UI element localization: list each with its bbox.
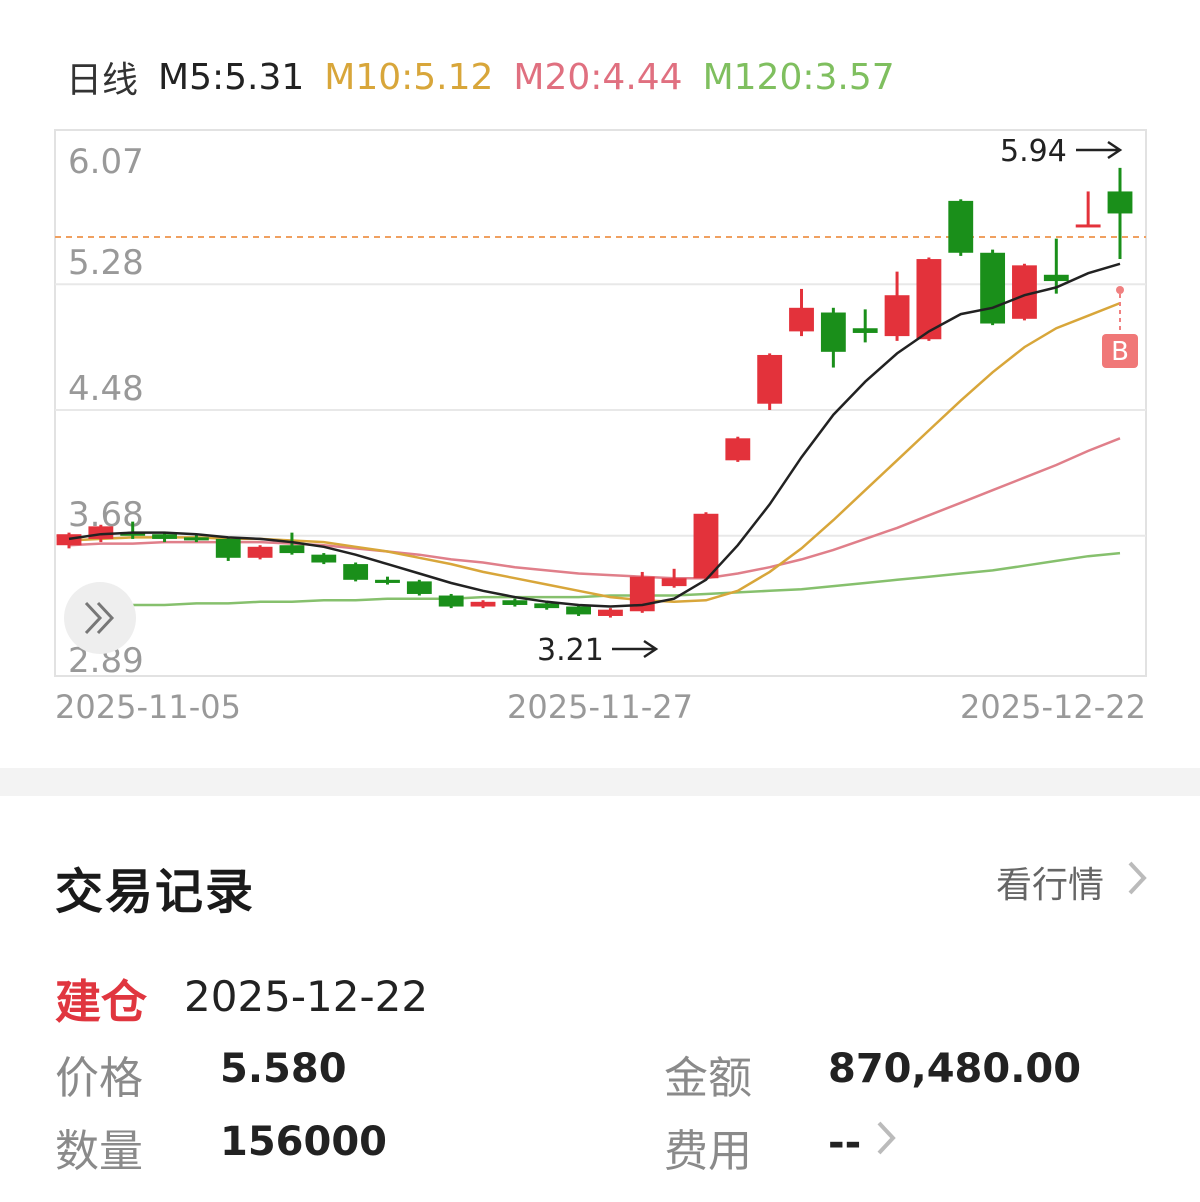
y-tick-label: 6.07 bbox=[68, 142, 144, 182]
candle-body bbox=[1107, 191, 1133, 214]
candle-body bbox=[852, 328, 878, 333]
fee-value: -- bbox=[828, 1120, 862, 1166]
candle-body bbox=[438, 595, 464, 607]
candle-body bbox=[311, 554, 337, 563]
fee-row[interactable]: -- bbox=[828, 1119, 897, 1167]
section-divider bbox=[0, 768, 1200, 796]
candle-body bbox=[1043, 274, 1069, 282]
trade-type-label: 建仓 bbox=[55, 975, 147, 1029]
low-price-label: 3.21 bbox=[537, 633, 604, 668]
x-tick-label: 2025-12-22 bbox=[960, 688, 1146, 726]
candle-body bbox=[343, 564, 369, 580]
candle-body bbox=[247, 546, 273, 558]
x-tick-label: 2025-11-27 bbox=[507, 688, 693, 726]
ma120-value: M120:3.57 bbox=[702, 56, 895, 98]
buy-marker-label: B bbox=[1111, 337, 1129, 367]
quantity-value: 156000 bbox=[220, 1119, 387, 1165]
chevron-right-icon bbox=[875, 1119, 897, 1167]
candle-body bbox=[980, 252, 1006, 324]
x-tick-label: 2025-11-05 bbox=[55, 688, 241, 726]
candle-body bbox=[1075, 224, 1101, 228]
amount-value: 870,480.00 bbox=[828, 1046, 1082, 1092]
period-label[interactable]: 日线 bbox=[66, 60, 139, 101]
ma20-line bbox=[68, 437, 1121, 580]
candle-body bbox=[470, 601, 496, 607]
price-label: 价格 bbox=[55, 1053, 143, 1104]
chevron-right-icon bbox=[1126, 859, 1148, 906]
candle-body bbox=[661, 578, 687, 587]
candle-body bbox=[215, 538, 241, 558]
ma5-line bbox=[68, 262, 1121, 608]
candle-body bbox=[820, 312, 846, 352]
ma-legend: 日线 M5:5.31 M10:5.12 M20:4.44 M120:3.57 bbox=[66, 52, 915, 102]
high-price-label: 5.94 bbox=[1000, 134, 1067, 169]
y-tick-label: 4.48 bbox=[68, 369, 144, 409]
candle-body bbox=[375, 579, 400, 583]
trade-date: 2025-12-22 bbox=[184, 972, 429, 1021]
candle-body bbox=[120, 532, 146, 536]
view-quote-label: 看行情 bbox=[995, 865, 1104, 906]
candle-body bbox=[725, 438, 751, 461]
amount-label: 金额 bbox=[664, 1053, 752, 1104]
buy-marker-badge bbox=[1102, 334, 1138, 368]
candle-body bbox=[279, 545, 305, 554]
price-value: 5.580 bbox=[220, 1046, 347, 1092]
y-tick-label: 5.28 bbox=[68, 243, 144, 283]
buy-marker-dot bbox=[1116, 286, 1124, 294]
candle-body bbox=[757, 354, 783, 404]
candle-body bbox=[884, 295, 910, 337]
arrow-right-icon bbox=[612, 639, 659, 659]
candle-body bbox=[56, 534, 82, 546]
candle-body bbox=[598, 609, 623, 616]
candle-body bbox=[183, 537, 209, 541]
candle-body bbox=[789, 307, 814, 332]
trade-record-title: 交易记录 bbox=[55, 864, 256, 920]
ma120-line bbox=[68, 551, 1121, 610]
arrow-right-icon bbox=[1076, 140, 1123, 160]
candle-body bbox=[693, 513, 719, 579]
candle-body bbox=[502, 600, 528, 605]
ma20-value: M20:4.44 bbox=[513, 56, 683, 98]
candle-body bbox=[406, 581, 432, 594]
candle-body bbox=[152, 534, 177, 539]
fee-label: 费用 bbox=[664, 1126, 752, 1177]
view-quote-link[interactable]: 看行情 bbox=[996, 856, 1148, 908]
candle-body bbox=[566, 606, 591, 615]
quantity-label: 数量 bbox=[55, 1126, 143, 1177]
ma10-value: M10:5.12 bbox=[324, 56, 494, 98]
candle-body bbox=[948, 200, 974, 253]
ma5-value: M5:5.31 bbox=[158, 56, 305, 98]
candle-body bbox=[534, 603, 560, 609]
double-chevron-right-icon bbox=[84, 601, 115, 635]
